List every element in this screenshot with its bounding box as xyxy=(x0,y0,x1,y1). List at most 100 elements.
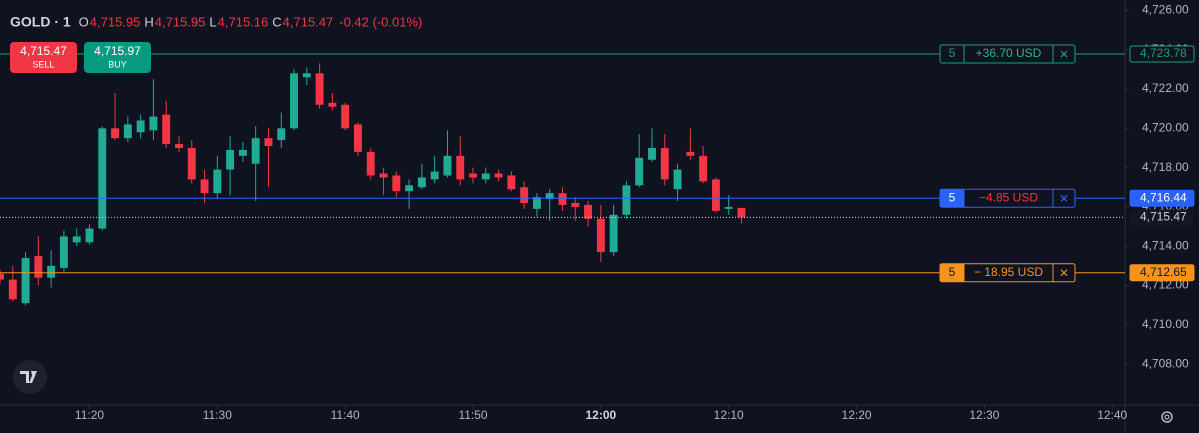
candle-body xyxy=(405,185,414,192)
x-tick-label: 12:10 xyxy=(714,408,744,422)
order-price-box xyxy=(1129,264,1195,282)
candle-body xyxy=(123,124,132,139)
candle-body xyxy=(673,169,682,190)
ohlc-value: 4,715.95 xyxy=(90,14,141,29)
candle-body xyxy=(520,187,529,203)
ohlc-value: 4,715.95 xyxy=(155,14,206,29)
candle-body xyxy=(72,236,81,243)
order-close[interactable] xyxy=(1060,194,1068,202)
candle-body xyxy=(558,193,567,205)
ohlc-value: 4,715.47 xyxy=(283,14,334,29)
candle-body xyxy=(111,128,120,139)
last-price-label: 4,715.47 xyxy=(1140,210,1187,224)
change: -0.42 (-0.01%) xyxy=(339,14,422,29)
candle-body xyxy=(417,177,426,188)
candle-body xyxy=(648,147,656,160)
candle-body xyxy=(21,258,30,304)
candle-body xyxy=(98,128,107,229)
order-qty: 5 xyxy=(949,265,956,279)
candle-body xyxy=(85,228,94,243)
candle-body xyxy=(187,147,196,180)
y-tick-label: 4,708.00 xyxy=(1142,356,1189,370)
candle-body xyxy=(175,144,183,148)
candle-body xyxy=(238,149,247,156)
last-price-box xyxy=(1130,209,1194,226)
y-tick-label: 4,720.00 xyxy=(1142,120,1189,134)
candle-body xyxy=(251,138,260,164)
candle-body xyxy=(136,120,145,133)
sell-button[interactable] xyxy=(10,42,77,73)
candle-body xyxy=(302,73,311,78)
candle-body xyxy=(494,173,503,178)
y-tick-label: 4,726.00 xyxy=(1142,3,1189,17)
candle-body xyxy=(711,179,720,211)
y-tick-label: 4,718.00 xyxy=(1142,160,1189,174)
candle-body xyxy=(532,197,541,209)
candle-body xyxy=(213,169,222,194)
sell-label: SELL xyxy=(32,59,54,69)
candle-body xyxy=(660,147,669,180)
order-price-box xyxy=(1129,189,1195,207)
candle-body xyxy=(571,202,580,207)
candle-body xyxy=(366,151,375,176)
buy-label: BUY xyxy=(108,59,127,69)
x-tick-label: 12:20 xyxy=(842,408,872,422)
candle-body xyxy=(226,149,235,170)
candle-body xyxy=(328,102,337,107)
ohlc-key: C xyxy=(272,14,281,29)
x-tick-label: 11:20 xyxy=(75,408,104,422)
candle-body xyxy=(200,179,209,194)
candle-body xyxy=(596,218,605,253)
candle-body xyxy=(507,175,516,190)
candle-body xyxy=(8,279,17,300)
candle-body xyxy=(686,151,695,156)
candle-body xyxy=(443,155,452,176)
x-tick-label: 11:30 xyxy=(203,408,232,422)
order-price-label: 4,712.65 xyxy=(1140,265,1187,279)
candle-body xyxy=(162,114,171,145)
order-pnl: − 18.95 USD xyxy=(974,265,1043,279)
candle-body xyxy=(353,124,362,152)
candle-body xyxy=(315,73,324,105)
symbol: GOLD · 1 xyxy=(10,14,71,30)
candle-body xyxy=(469,173,477,178)
x-tick-label: 12:40 xyxy=(1097,408,1127,422)
candle-body xyxy=(290,73,298,129)
y-tick-label: 4,722.00 xyxy=(1142,81,1189,95)
sell-price: 4,715.47 xyxy=(20,44,67,58)
candle-body xyxy=(481,173,490,180)
candle-body xyxy=(0,273,4,280)
ohlc-key: O xyxy=(79,14,89,29)
candle-body xyxy=(699,155,708,182)
settings-gear[interactable] xyxy=(1161,411,1173,423)
candle-body xyxy=(584,204,593,219)
candle-body xyxy=(737,207,746,218)
candle-body xyxy=(277,128,286,141)
order-close[interactable] xyxy=(1060,50,1068,58)
order-pnl: +36.70 USD xyxy=(976,46,1042,60)
order-price-label: 4,723.78 xyxy=(1140,46,1187,60)
candle-body xyxy=(264,138,273,147)
ohlc-value: 4,715.16 xyxy=(218,14,269,29)
order-qty: 5 xyxy=(949,46,956,60)
candle-body xyxy=(545,193,554,200)
buy-button[interactable] xyxy=(84,42,151,73)
order-price-box xyxy=(1129,45,1195,63)
candle-body xyxy=(622,185,631,215)
candle-body xyxy=(635,157,644,186)
candle-body xyxy=(59,236,68,268)
y-tick-label: 4,714.00 xyxy=(1142,238,1189,252)
ohlc-key: L xyxy=(209,14,216,29)
order-qty: 5 xyxy=(949,190,956,204)
candle-body xyxy=(724,206,733,209)
order-close[interactable] xyxy=(1060,269,1068,277)
y-tick-label: 4,710.00 xyxy=(1142,317,1189,331)
ohlc-key: H xyxy=(144,14,153,29)
overlay: 4,708.004,710.004,712.004,714.004,716.00… xyxy=(0,3,1195,422)
candles xyxy=(0,63,746,306)
x-tick-label: 11:40 xyxy=(331,408,360,422)
buy-price: 4,715.97 xyxy=(94,44,141,58)
x-tick-label: 11:50 xyxy=(458,408,487,422)
order-qty-bg xyxy=(940,263,964,282)
